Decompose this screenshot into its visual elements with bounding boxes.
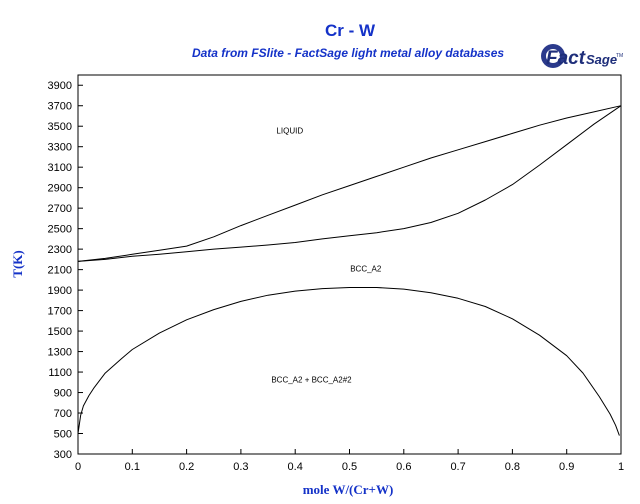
x-tick-label: 0 [75, 461, 81, 473]
x-tick-label: 0.2 [179, 461, 194, 473]
phase-boundary-2 [77, 105, 622, 262]
x-axis-label: mole W/(Cr+W) [303, 482, 394, 497]
y-tick-label: 3500 [48, 121, 72, 133]
phase-boundary-1 [77, 105, 622, 262]
y-tick-label: 2500 [48, 224, 72, 236]
y-tick-label: 900 [54, 388, 72, 400]
x-tick-label: 0.4 [288, 461, 303, 473]
x-tick-label: 0.3 [233, 461, 248, 473]
x-tick-label: 0.9 [559, 461, 574, 473]
x-tick-label: 0.5 [342, 461, 357, 473]
logo-trademark: TM [616, 53, 623, 59]
phase-boundaries [77, 105, 622, 436]
y-tick-label: 1900 [48, 285, 72, 297]
y-tick-label: 3100 [48, 162, 72, 174]
y-axis-label: T(K) [10, 250, 25, 277]
logo-text-sage: Sage [586, 52, 617, 67]
y-tick-label: 500 [54, 429, 72, 441]
region-labels: LIQUID BCC_A2 BCC_A2 + BCC_A2#2 [271, 126, 382, 384]
y-tick-label: 1100 [48, 367, 72, 379]
y-tick-label: 1300 [48, 347, 72, 359]
factsage-logo: Fact Sage TM [541, 44, 623, 69]
y-tick-label: 300 [54, 449, 72, 461]
x-tick-label: 0.1 [125, 461, 140, 473]
y-tick-label: 3900 [48, 80, 72, 92]
axis-ticks: 0 0.1 0.2 0.3 0.4 0.5 0.6 0.7 0.8 0.9 130050070090… [48, 80, 625, 473]
x-tick-label: 0.8 [505, 461, 520, 473]
region-label: BCC_A2 + BCC_A2#2 [271, 375, 352, 384]
y-tick-label: 2700 [48, 203, 72, 215]
region-label: BCC_A2 [350, 265, 382, 274]
y-tick-label: 700 [54, 408, 72, 420]
y-tick-label: 2300 [48, 244, 72, 256]
logo-text-fact: Fact [546, 48, 586, 69]
region-label: LIQUID [276, 126, 303, 135]
y-tick-label: 2900 [48, 183, 72, 195]
x-tick-label: 1 [618, 461, 624, 473]
x-tick-label: 0.6 [396, 461, 411, 473]
y-tick-label: 3700 [48, 101, 72, 113]
y-tick-label: 1500 [48, 326, 72, 338]
x-tick-label: 0.7 [450, 461, 465, 473]
phase-boundary-3 [77, 287, 620, 436]
y-tick-label: 3300 [48, 142, 72, 154]
y-tick-label: 1700 [48, 306, 72, 318]
chart-subtitle: Data from FSlite - FactSage light metal … [192, 46, 504, 60]
chart-title: Cr - W [325, 21, 376, 40]
y-tick-label: 2100 [48, 265, 72, 277]
